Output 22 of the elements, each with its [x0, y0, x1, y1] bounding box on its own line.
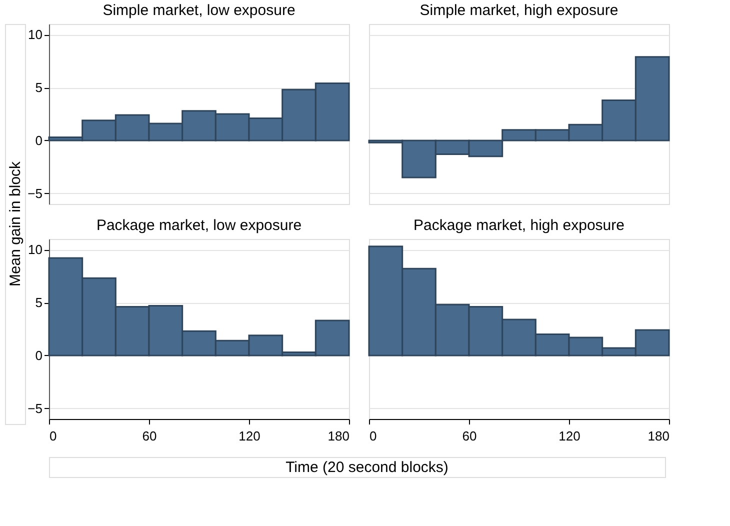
- y-tick-label: −5: [28, 400, 42, 416]
- x-tick-label: 60: [462, 428, 477, 444]
- chart-title: Package market, low exposure: [96, 217, 302, 234]
- x-tick-label: 0: [50, 428, 57, 444]
- x-tick-label: 120: [238, 428, 260, 444]
- chart-title: Package market, high exposure: [414, 217, 624, 234]
- y-tick-label: 0: [35, 348, 42, 363]
- x-tick-label: 180: [648, 428, 670, 444]
- x-tick-label: 120: [558, 428, 580, 444]
- x-tick-label: 0: [370, 428, 377, 444]
- y-tick-label: −5: [28, 186, 42, 201]
- chart-title: Simple market, low exposure: [102, 2, 296, 19]
- y-tick-label: 0: [35, 132, 42, 148]
- y-tick-label: 10: [28, 242, 42, 258]
- x-axis-title: Time (20 second blocks): [286, 459, 448, 476]
- x-tick-label: 180: [328, 428, 350, 444]
- chart-title: Simple market, high exposure: [420, 2, 618, 19]
- x-tick-label: 60: [142, 428, 157, 444]
- y-tick-label: 5: [35, 80, 42, 96]
- y-tick-label: 10: [28, 27, 42, 42]
- y-axis-title: Mean gain in block: [7, 160, 24, 287]
- y-tick-label: 5: [35, 295, 42, 310]
